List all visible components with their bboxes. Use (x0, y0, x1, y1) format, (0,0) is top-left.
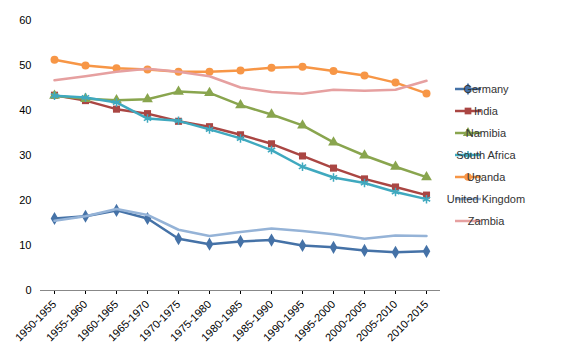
svg-text:1985-1990: 1985-1990 (229, 297, 276, 344)
svg-text:1950-1955: 1950-1955 (12, 297, 59, 344)
svg-text:United Kingdom: United Kingdom (447, 193, 525, 205)
svg-text:1970-1975: 1970-1975 (136, 297, 183, 344)
svg-text:2005-2010: 2005-2010 (353, 297, 400, 344)
svg-text:Zambia: Zambia (468, 215, 506, 227)
svg-text:60: 60 (19, 14, 31, 26)
svg-text:1965-1970: 1965-1970 (105, 297, 152, 344)
svg-text:1960-1965: 1960-1965 (74, 297, 121, 344)
svg-text:40: 40 (19, 104, 31, 116)
svg-text:South Africa: South Africa (456, 149, 516, 161)
svg-text:50: 50 (19, 59, 31, 71)
svg-text:1955-1960: 1955-1960 (43, 297, 90, 344)
svg-text:2010-2015: 2010-2015 (385, 298, 431, 344)
svg-text:1990-1995: 1990-1995 (260, 297, 307, 344)
svg-text:1995-2000: 1995-2000 (291, 297, 338, 344)
svg-text:Germany: Germany (463, 83, 509, 95)
svg-text:10: 10 (19, 239, 31, 251)
svg-text:Uganda: Uganda (467, 171, 506, 183)
svg-text:20: 20 (19, 194, 31, 206)
svg-text:0: 0 (25, 284, 31, 296)
svg-text:30: 30 (19, 149, 31, 161)
svg-text:Namibia: Namibia (466, 127, 507, 139)
svg-text:India: India (474, 105, 499, 117)
svg-text:2000-2005: 2000-2005 (322, 297, 369, 344)
svg-text:1975-1980: 1975-1980 (167, 297, 214, 344)
svg-text:1980-1985: 1980-1985 (198, 297, 245, 344)
